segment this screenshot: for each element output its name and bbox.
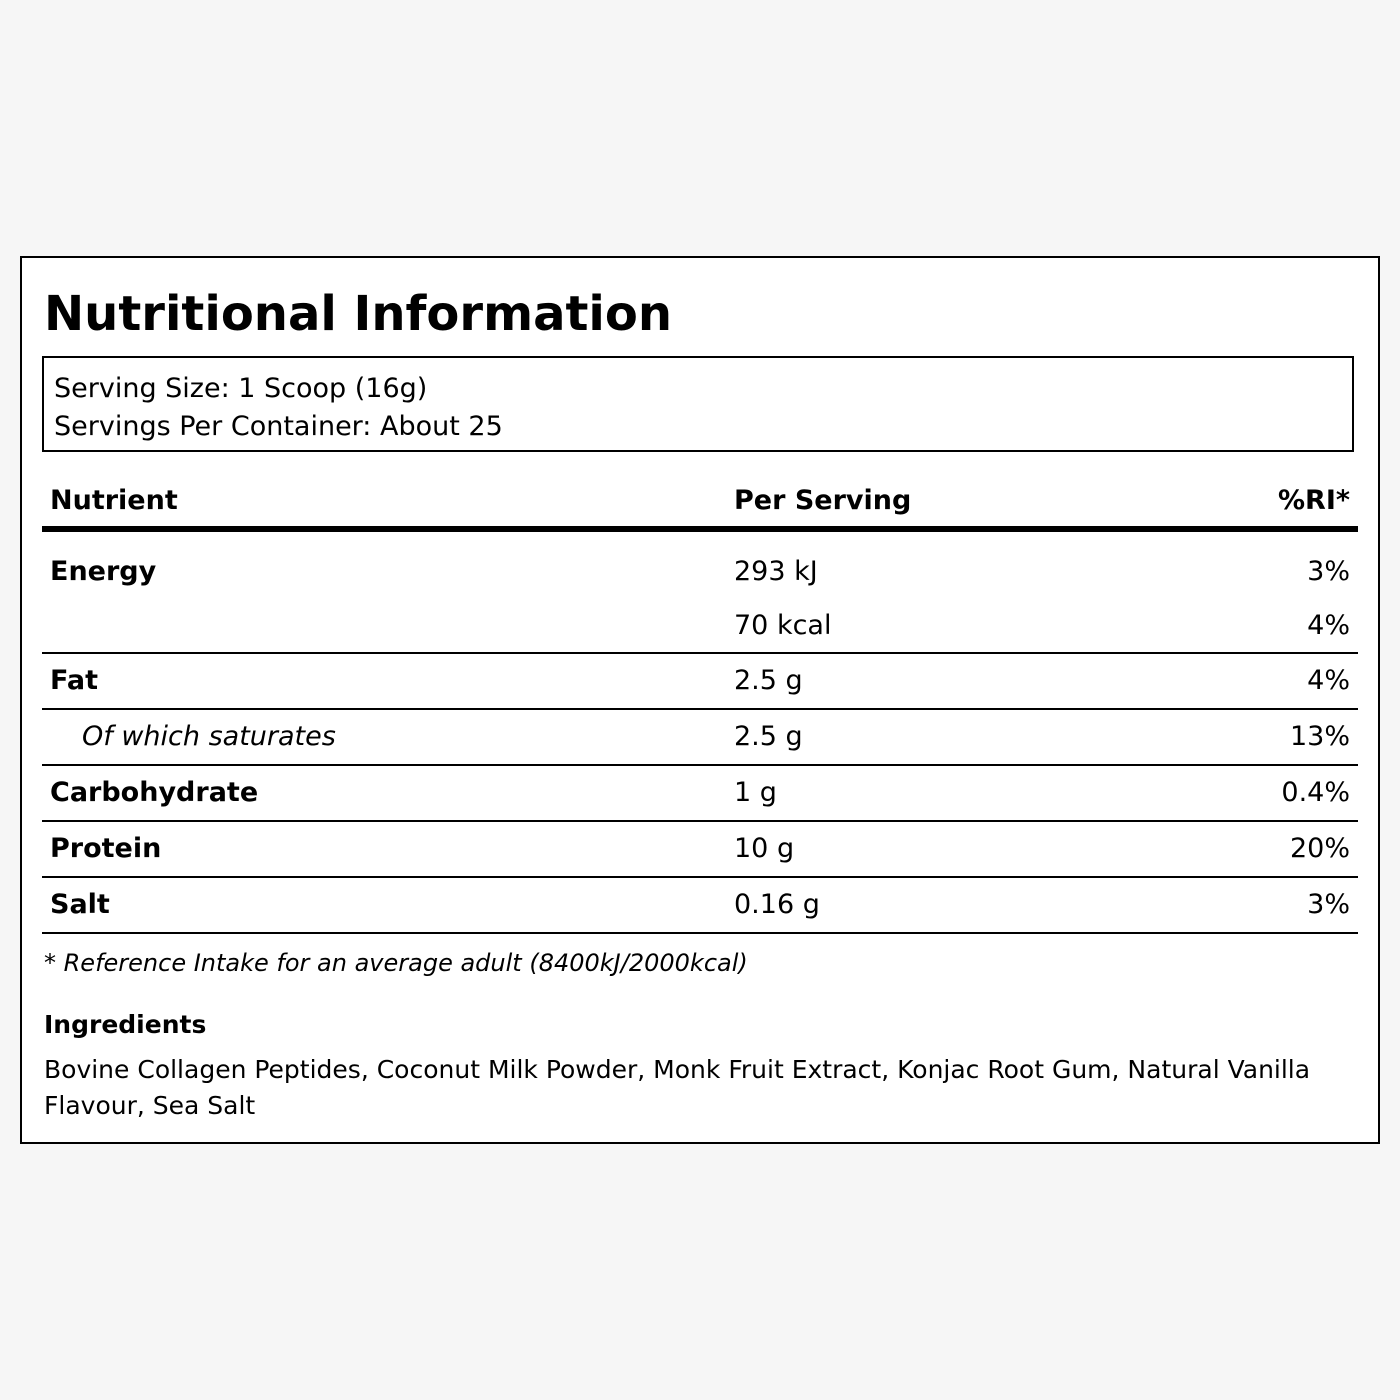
table-header-row: Nutrient Per Serving %RI*	[42, 478, 1358, 524]
amount-carbohydrate: 1 g	[734, 777, 777, 808]
serving-size: Serving Size: 1 Scoop (16g)	[54, 373, 428, 404]
nutrient-name-fat: Fat	[50, 665, 98, 696]
table-row-energy-kj: Energy 293 kJ 3%	[42, 532, 1358, 600]
table-row-fat: Fat 2.5 g 4%	[42, 654, 1358, 710]
nutrition-label-panel: Nutritional Information Serving Size: 1 …	[20, 256, 1380, 1144]
ri-saturates: 13%	[1289, 721, 1350, 752]
amount-saturates: 2.5 g	[734, 721, 803, 752]
amount-fat: 2.5 g	[734, 665, 803, 696]
header-ri: %RI*	[1277, 485, 1350, 516]
table-row-salt: Salt 0.16 g 3%	[42, 878, 1358, 934]
table-row-energy-kcal: 70 kcal 4%	[42, 600, 1358, 654]
ingredients-heading: Ingredients	[44, 1010, 207, 1039]
nutrient-name-energy: Energy	[50, 556, 157, 587]
table-row-protein: Protein 10 g 20%	[42, 822, 1358, 878]
nutrition-table-body: Energy 293 kJ 3% 70 kcal 4% Fat 2.5 g 4%…	[42, 532, 1358, 934]
table-row-carbohydrate: Carbohydrate 1 g 0.4%	[42, 766, 1358, 822]
header-divider	[42, 526, 1358, 532]
table-row-saturates: Of which saturates 2.5 g 13%	[42, 710, 1358, 766]
amount-protein: 10 g	[734, 833, 795, 864]
header-nutrient: Nutrient	[50, 485, 178, 516]
ri-salt: 3%	[1307, 889, 1350, 920]
ri-fat: 4%	[1307, 665, 1350, 696]
amount-energy-kj: 293 kJ	[734, 556, 818, 587]
ri-carbohydrate: 0.4%	[1281, 777, 1350, 808]
serving-info-box: Serving Size: 1 Scoop (16g) Servings Per…	[42, 356, 1354, 452]
nutrient-name-protein: Protein	[50, 833, 162, 864]
servings-per-container: Servings Per Container: About 25	[54, 411, 503, 442]
ri-energy-kcal: 4%	[1307, 610, 1350, 641]
ingredients-list: Bovine Collagen Peptides, Coconut Milk P…	[44, 1055, 1311, 1120]
ri-protein: 20%	[1289, 833, 1350, 864]
ri-energy-kj: 3%	[1307, 556, 1350, 587]
header-per-serving: Per Serving	[734, 485, 912, 516]
nutrient-name-saturates: Of which saturates	[82, 721, 336, 752]
amount-energy-kcal: 70 kcal	[734, 610, 832, 641]
amount-salt: 0.16 g	[734, 889, 820, 920]
reference-intake-footnote: * Reference Intake for an average adult …	[44, 949, 748, 977]
label-title: Nutritional Information	[44, 286, 673, 342]
nutrient-name-salt: Salt	[50, 889, 110, 920]
nutrient-name-carbohydrate: Carbohydrate	[50, 777, 259, 808]
